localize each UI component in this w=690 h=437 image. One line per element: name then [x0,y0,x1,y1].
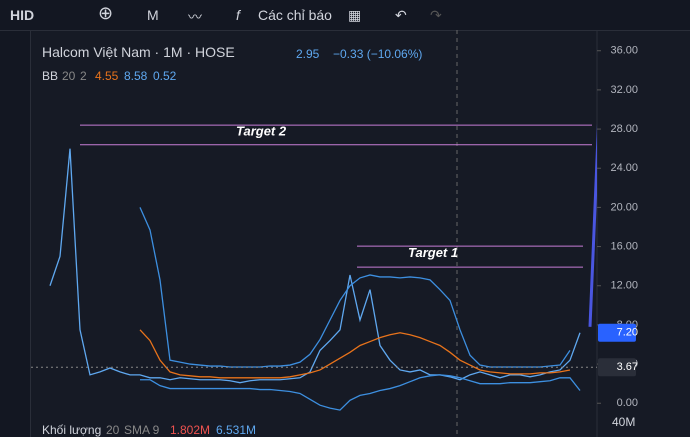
add-symbol[interactable]: ⊕ [98,3,114,23]
series-line [139,207,571,368]
layout-icon[interactable]: ▦ [348,7,362,23]
plot: Target 2 Target 1 [49,123,597,411]
volume-name: Khối lượng [42,423,102,437]
target-label: Target 2 [236,123,287,138]
volume-length: 20 [106,423,120,437]
volume-scale: 40M [612,415,636,429]
indicators[interactable]: Các chỉ báo [258,7,332,23]
price-marker [598,358,636,377]
y-tick-label: 24.00 [610,162,638,174]
y-tick-label: 28.00 [610,123,638,135]
undo[interactable]: ↶ [395,7,407,23]
target-label: Target 1 [408,245,458,260]
bb-lower: 0.52 [153,69,177,83]
series-line [139,329,571,379]
fx-icon[interactable]: f [236,7,240,23]
y-tick-label: 36.00 [610,45,638,57]
chart-style[interactable]: 〰 [188,9,202,25]
redo[interactable]: ↷ [430,7,442,23]
price-marker [598,323,636,342]
legend-title: Halcom Việt Nam · 1M · HOSE [42,44,235,60]
y-tick-label: 20.00 [610,201,638,213]
bb-name: BB [42,69,59,83]
y-tick-label: 0.00 [617,397,638,409]
y-tick-label: 32.00 [610,84,638,96]
price-marker-label: 7.20 [617,327,638,339]
volume-value: 1.802M [170,423,211,437]
bb-upper: 8.58 [124,69,148,83]
symbol[interactable]: HID [10,7,35,23]
price-marker-label: 3.67 [617,361,638,373]
legend-change: −0.33 (−10.06%) [333,47,423,61]
legend-last: 2.95 [296,47,320,61]
series-line [49,148,581,384]
bb-mult: 2 [80,69,87,83]
volume-ma-value: 6.531M [216,423,257,437]
bb-basis: 4.55 [95,69,119,83]
y-tick-label: 12.00 [610,280,638,292]
interval[interactable]: M [147,7,159,23]
y-tick-label: 16.00 [610,240,638,252]
series-line [140,374,581,411]
bb-length: 20 [62,69,76,83]
volume-ma: SMA 9 [124,423,160,437]
drawing-toolbar [0,31,31,437]
toolbar: HID ⊕ M 〰 f Các chỉ báo ▦ ↶ ↷ [0,0,690,31]
series-line [588,123,597,327]
